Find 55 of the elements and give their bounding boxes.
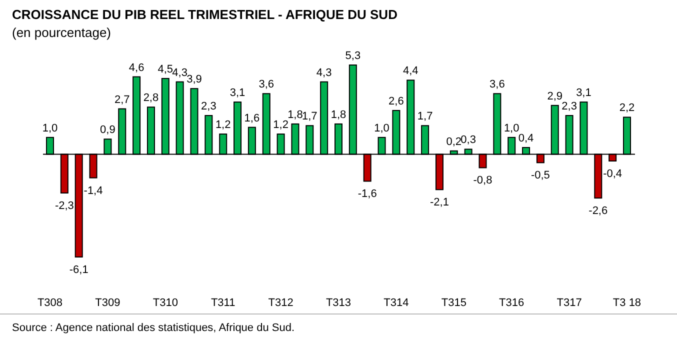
data-label: 2,7: [114, 94, 130, 106]
data-label: 3,6: [490, 78, 505, 91]
data-label: 1,6: [244, 112, 260, 124]
data-label: 2,3: [562, 100, 577, 113]
data-label: -2,6: [588, 205, 608, 218]
data-label: 0,4: [518, 132, 534, 145]
data-label: 2,2: [619, 102, 635, 114]
x-tick-label: T316: [499, 297, 524, 309]
x-tick-label: T309: [95, 297, 120, 309]
data-label: -1,4: [84, 184, 103, 197]
x-tick-label: T312: [268, 297, 294, 309]
data-label: 1,7: [417, 110, 433, 123]
source-note: Source : Agence national des statistiques, Afrique du Sud.: [12, 322, 295, 334]
x-tick-label: T317: [556, 297, 582, 309]
data-label: 4,6: [128, 62, 144, 74]
data-label: 1,8: [288, 108, 303, 121]
x-tick-label: T313: [326, 297, 352, 309]
data-label: -2,1: [430, 196, 449, 209]
data-label: 3,1: [230, 87, 246, 100]
x-tick-label: T315: [441, 297, 466, 309]
data-label: 1,0: [374, 122, 390, 134]
data-label: 3,9: [186, 74, 202, 86]
x-tick-label: T310: [152, 297, 178, 309]
x-tick-label: T311: [210, 297, 236, 309]
data-label: 2,9: [547, 90, 563, 102]
data-label: -0,5: [530, 170, 550, 182]
data-label: 1,2: [215, 119, 231, 132]
chart-title: CROISSANCE DU PIB REEL TRIMESTRIEL - AFRIQUE DU SUD: [12, 7, 398, 22]
x-tick-label: T314: [384, 297, 409, 309]
data-label: 3,1: [576, 87, 592, 100]
data-label: 1,0: [42, 122, 58, 134]
data-label: -0,8: [473, 174, 492, 187]
data-label: -1,6: [358, 188, 377, 200]
data-label: 0,3: [460, 134, 476, 146]
x-tick-label: T3 18: [612, 297, 642, 309]
data-label: 4,4: [402, 65, 418, 78]
data-label: 2,3: [201, 100, 216, 113]
data-label: 1,7: [302, 110, 318, 123]
data-label: 1,2: [273, 119, 288, 132]
data-label: 1,8: [330, 108, 346, 121]
data-label: 0,9: [100, 124, 116, 136]
x-tick-label: T308: [37, 297, 63, 309]
data-label: 0,2: [446, 136, 462, 148]
data-label: 3,6: [258, 78, 274, 91]
data-label: 4,3: [316, 66, 332, 79]
data-label: 2,6: [388, 95, 404, 108]
data-label: 5,3: [345, 50, 361, 62]
data-label: 4,3: [172, 66, 188, 79]
chart-subtitle: (en pourcentage): [12, 25, 112, 40]
data-label: 2,8: [143, 92, 159, 104]
data-label: 1,0: [504, 122, 520, 134]
data-label: 4,5: [158, 63, 174, 76]
data-label: -2,3: [54, 200, 74, 212]
data-label: -6,1: [69, 264, 88, 276]
data-label: -0,4: [603, 168, 622, 180]
